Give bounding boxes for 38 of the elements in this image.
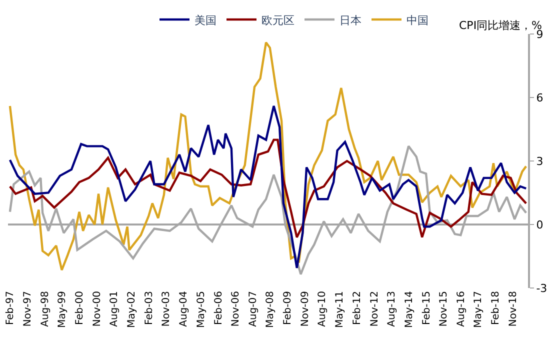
x-tick-label: May-02 bbox=[126, 291, 138, 328]
x-tick-label: May-08 bbox=[265, 291, 276, 328]
legend-label: 美国 bbox=[194, 14, 216, 27]
legend-label: 欧元区 bbox=[262, 14, 294, 27]
x-tick-label: May-99 bbox=[57, 291, 68, 328]
x-tick-label: Feb-12 bbox=[352, 291, 363, 326]
x-tick-label: Nov-15 bbox=[438, 291, 450, 327]
x-tick-label: Aug-16 bbox=[456, 291, 467, 327]
x-tick-label: Nov-97 bbox=[22, 291, 34, 327]
x-tick-label: Feb-15 bbox=[421, 291, 432, 326]
y-tick-label: -3 bbox=[536, 282, 548, 295]
x-tick-label: Feb-00 bbox=[74, 291, 86, 326]
x-tick-label: Nov-03 bbox=[161, 291, 172, 327]
x-tick-label: May-11 bbox=[334, 291, 346, 328]
x-tick-label: Nov-00 bbox=[92, 291, 103, 327]
y-tick-label: 0 bbox=[536, 218, 544, 232]
x-tick-label: Feb-97 bbox=[5, 291, 16, 326]
x-tick-label: Aug-04 bbox=[178, 291, 190, 327]
x-tick-label: Feb-03 bbox=[144, 291, 155, 326]
x-tick-label: Aug-98 bbox=[40, 291, 51, 327]
x-tick-label: Aug-07 bbox=[248, 291, 259, 327]
x-tick-label: May-17 bbox=[473, 291, 484, 328]
x-tick-label: Nov-18 bbox=[508, 291, 519, 327]
x-tick-label: Nov-06 bbox=[230, 291, 242, 327]
legend-label: 日本 bbox=[340, 14, 362, 27]
legend-label: 中国 bbox=[406, 14, 428, 27]
y-tick-label: 3 bbox=[536, 154, 544, 168]
x-tick-label: May-05 bbox=[196, 291, 207, 328]
x-tick-label: Aug-01 bbox=[109, 291, 120, 327]
x-tick-label: Feb-06 bbox=[213, 291, 224, 326]
x-tick-label: Feb-09 bbox=[282, 291, 294, 326]
x-tick-label: Nov-12 bbox=[369, 291, 380, 327]
x-tick-label: Aug-10 bbox=[317, 291, 328, 327]
x-tick-label: Aug-13 bbox=[386, 291, 398, 327]
x-tick-label: Feb-18 bbox=[490, 291, 502, 326]
x-tick-label: May-14 bbox=[404, 291, 415, 328]
y-tick-label: 6 bbox=[536, 91, 544, 104]
x-tick-label: Nov-09 bbox=[300, 291, 311, 327]
